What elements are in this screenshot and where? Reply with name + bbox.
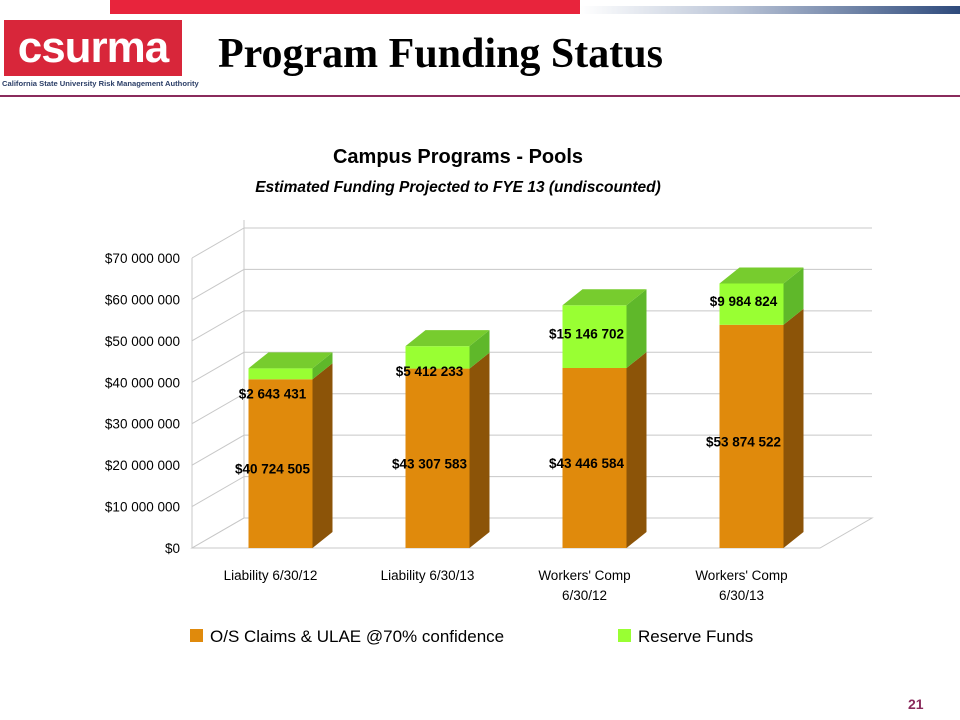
bar-top <box>562 289 647 306</box>
csurma-logo: csurma California State University Risk … <box>0 14 210 94</box>
x-tick-label: Workers' Comp <box>695 568 787 583</box>
legend-swatch <box>618 629 631 642</box>
gridline <box>191 393 872 425</box>
y-tick-label: $50 000 000 <box>105 334 180 349</box>
bar-side <box>469 352 490 548</box>
data-label: $9 984 824 <box>710 294 778 309</box>
bar-side <box>626 289 647 369</box>
bar-segment <box>562 368 627 548</box>
y-tick-label: $70 000 000 <box>105 251 180 266</box>
chart-subtitle: Estimated Funding Projected to FYE 13 (u… <box>255 179 661 196</box>
gridline <box>191 351 872 383</box>
gridline <box>191 476 872 508</box>
x-tick-label: 6/30/13 <box>719 588 764 603</box>
page-title: Program Funding Status <box>218 31 663 77</box>
y-tick-label: $30 000 000 <box>105 417 180 432</box>
header-divider <box>0 95 960 97</box>
stacked-bar-chart: Campus Programs - Pools Estimated Funding… <box>105 146 874 646</box>
gridline <box>191 268 872 300</box>
bar-segment <box>248 379 313 548</box>
logo-subtitle: California State University Risk Managem… <box>2 79 199 88</box>
bar-segment <box>405 368 470 548</box>
data-label: $53 874 522 <box>706 434 781 449</box>
legend-swatch <box>190 629 203 642</box>
bar-segment <box>248 368 313 380</box>
bar-segment <box>562 305 627 369</box>
gridline <box>191 434 872 466</box>
bar-top <box>719 267 804 284</box>
bar-side <box>469 330 490 369</box>
logo-wordmark: csurma <box>17 23 170 72</box>
y-tick-label: $0 <box>165 541 180 556</box>
bar-side <box>312 363 333 548</box>
bar-side <box>783 267 804 325</box>
bar-segment <box>719 283 784 325</box>
legend-label: Reserve Funds <box>638 627 753 646</box>
logo-badge <box>4 20 182 76</box>
page-number: 21 <box>908 696 924 712</box>
bar-top <box>248 352 333 369</box>
data-label: $5 412 233 <box>396 364 464 379</box>
y-tick-label: $20 000 000 <box>105 458 180 473</box>
x-tick-label: 6/30/12 <box>562 588 607 603</box>
data-label: $40 724 505 <box>235 462 311 477</box>
header-red-bar <box>110 0 580 14</box>
x-tick-label: Liability 6/30/13 <box>381 568 475 583</box>
y-tick-label: $10 000 000 <box>105 500 180 515</box>
data-label: $43 446 584 <box>549 456 625 471</box>
bar-side <box>783 308 804 548</box>
header-gradient-bar <box>580 6 960 14</box>
legend-label: O/S Claims & ULAE @70% confidence <box>210 627 504 646</box>
bar-side <box>312 352 333 380</box>
bar-segment <box>405 346 470 369</box>
gridline <box>191 517 872 549</box>
bar-side <box>626 352 647 548</box>
gridline <box>191 310 872 342</box>
y-tick-label: $40 000 000 <box>105 375 180 390</box>
x-tick-label: Liability 6/30/12 <box>224 568 318 583</box>
y-tick-label: $60 000 000 <box>105 292 180 307</box>
gridline <box>191 227 872 259</box>
data-label: $2 643 431 <box>239 386 307 401</box>
x-tick-label: Workers' Comp <box>538 568 630 583</box>
bar-top <box>405 330 490 347</box>
chart-title: Campus Programs - Pools <box>333 146 583 168</box>
bar-segment <box>719 324 784 548</box>
data-label: $43 307 583 <box>392 456 468 471</box>
data-label: $15 146 702 <box>549 327 624 342</box>
